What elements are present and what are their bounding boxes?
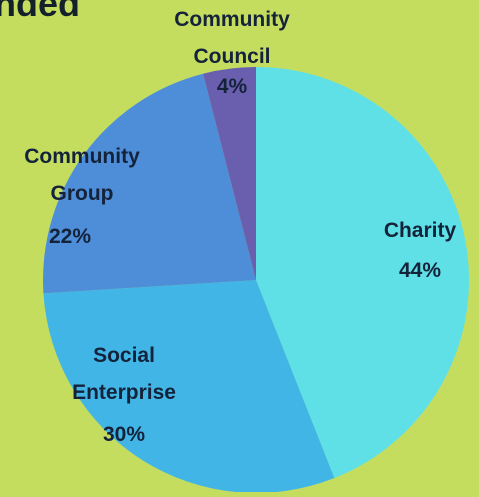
slice-percent-community-group: 22%	[49, 225, 91, 248]
slice-label-community-group: Community Group	[24, 145, 140, 205]
slice-percent-charity: 44%	[399, 259, 441, 282]
pie-slice-community-group	[42, 73, 256, 294]
slice-percent-community-council: 4%	[217, 75, 248, 98]
slice-label-community-council: Community Council	[174, 8, 290, 68]
slice-label-social-enterprise: Social Enterprise	[72, 344, 176, 404]
slice-label-charity: Charity	[384, 219, 457, 242]
chart-title-fragment: nded	[0, 0, 80, 24]
pie-slice-community-council	[203, 67, 256, 280]
pie-slice-charity	[256, 67, 469, 479]
slice-percent-social-enterprise: 30%	[103, 423, 145, 446]
pie-slice-social-enterprise	[43, 280, 335, 493]
